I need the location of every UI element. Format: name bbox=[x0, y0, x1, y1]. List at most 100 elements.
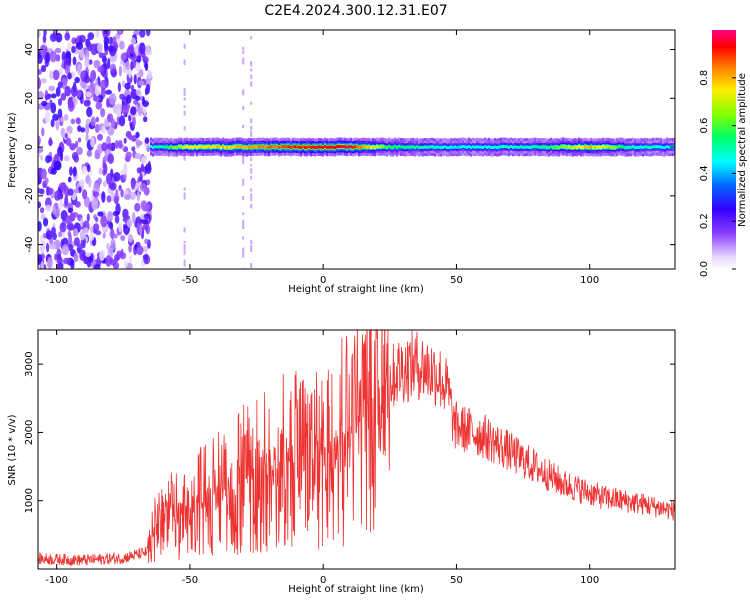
noise-cell bbox=[107, 211, 113, 223]
noise-cell bbox=[136, 55, 142, 63]
noise-cell bbox=[134, 152, 142, 160]
streak-cell bbox=[242, 180, 245, 186]
noise-cell bbox=[144, 62, 149, 71]
signal-cell bbox=[454, 145, 456, 149]
signal-cell bbox=[350, 145, 352, 149]
noise-cell bbox=[115, 107, 122, 118]
signal-cell bbox=[374, 145, 376, 149]
noise-cell bbox=[121, 80, 126, 88]
noise-cell bbox=[118, 65, 123, 77]
noise-cell bbox=[114, 195, 119, 205]
noise-cell bbox=[133, 74, 137, 85]
signal-cell bbox=[592, 146, 594, 149]
noise-cell bbox=[67, 207, 74, 213]
noise-cell bbox=[110, 238, 116, 251]
signal-cell bbox=[276, 145, 278, 148]
signal-cell bbox=[628, 145, 630, 149]
noise-cell bbox=[41, 127, 45, 137]
noise-cell bbox=[48, 137, 53, 147]
noise-cell bbox=[38, 221, 42, 232]
noise-cell bbox=[102, 180, 107, 187]
noise-cell bbox=[65, 215, 73, 225]
spectrogram-y-tick-label: 0 bbox=[24, 144, 35, 150]
noise-cell bbox=[38, 77, 41, 90]
signal-cell bbox=[524, 145, 526, 149]
streak-cell bbox=[250, 175, 253, 180]
noise-cell bbox=[58, 182, 67, 190]
signal-cell bbox=[562, 145, 564, 148]
signal-cell bbox=[622, 145, 624, 149]
noise-cell bbox=[143, 203, 151, 212]
signal-cell bbox=[634, 146, 636, 149]
signal-cell bbox=[252, 145, 254, 149]
noise-cell bbox=[53, 160, 61, 171]
signal-cell bbox=[358, 145, 360, 149]
signal-cell bbox=[506, 145, 508, 149]
signal-cell bbox=[430, 145, 432, 149]
streak-cell bbox=[183, 227, 186, 233]
noise-cell bbox=[50, 119, 55, 128]
signal-cell bbox=[278, 146, 280, 149]
noise-cell bbox=[69, 143, 77, 151]
streak-cell bbox=[242, 160, 245, 164]
noise-cell bbox=[67, 100, 75, 112]
signal-cell bbox=[606, 145, 608, 149]
signal-cell bbox=[188, 145, 190, 149]
signal-cell bbox=[406, 145, 408, 149]
signal-cell bbox=[648, 145, 650, 149]
signal-cell bbox=[400, 145, 402, 149]
signal-cell bbox=[236, 145, 238, 149]
noise-cell bbox=[135, 89, 141, 96]
noise-cell bbox=[135, 95, 141, 101]
snr-y-label: SNR (10 * v/v) bbox=[7, 414, 18, 485]
signal-cell bbox=[366, 145, 368, 149]
signal-cell bbox=[626, 146, 628, 150]
noise-cell bbox=[141, 219, 149, 225]
signal-cell bbox=[432, 145, 434, 149]
streak-cell bbox=[242, 58, 245, 65]
noise-cell bbox=[74, 201, 81, 208]
noise-cell bbox=[105, 255, 112, 267]
noise-cell bbox=[80, 217, 84, 228]
signal-cell bbox=[616, 145, 618, 149]
signal-cell bbox=[388, 145, 390, 149]
noise-cell bbox=[113, 172, 121, 182]
noise-cell bbox=[67, 72, 72, 80]
noise-cell bbox=[77, 125, 82, 132]
noise-cell bbox=[101, 191, 106, 203]
noise-cell bbox=[45, 204, 52, 212]
signal-cell bbox=[186, 145, 188, 149]
signal-cell bbox=[402, 145, 404, 149]
signal-cell bbox=[362, 145, 364, 149]
noise-cell bbox=[134, 61, 141, 72]
signal-cell bbox=[254, 145, 256, 149]
signal-cell bbox=[460, 145, 462, 149]
signal-cell bbox=[194, 145, 196, 149]
streak-cell bbox=[183, 110, 186, 116]
noise-cell bbox=[102, 232, 106, 239]
noise-cell bbox=[114, 140, 119, 149]
noise-cell bbox=[40, 78, 47, 84]
signal-cell bbox=[422, 145, 424, 149]
noise-cell bbox=[128, 255, 133, 264]
signal-cell bbox=[340, 145, 342, 148]
noise-cell bbox=[125, 151, 132, 159]
signal-cell bbox=[668, 145, 670, 149]
noise-cell bbox=[78, 179, 86, 186]
signal-cell bbox=[470, 146, 472, 150]
streak-cell bbox=[183, 87, 186, 91]
streak-cell bbox=[183, 105, 186, 109]
signal-cell bbox=[478, 145, 480, 149]
signal-cell bbox=[482, 146, 484, 149]
signal-cell bbox=[318, 145, 320, 149]
spectrogram-x-tick-label: 50 bbox=[450, 275, 463, 286]
signal-cell bbox=[614, 146, 616, 150]
noise-cell bbox=[134, 202, 141, 212]
noise-cell bbox=[65, 137, 72, 147]
noise-cell bbox=[86, 164, 91, 173]
signal-cell bbox=[658, 145, 660, 149]
colorbar-gradient bbox=[712, 30, 736, 269]
noise-cell bbox=[123, 194, 131, 200]
noise-cell bbox=[99, 249, 105, 261]
